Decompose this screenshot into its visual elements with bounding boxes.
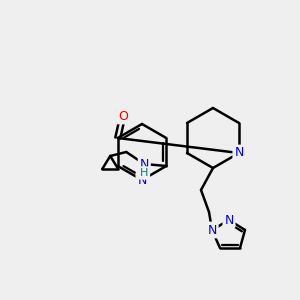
- Text: N: N: [234, 146, 244, 160]
- Text: H: H: [140, 168, 148, 178]
- Text: N: N: [140, 158, 149, 170]
- Text: N: N: [137, 173, 147, 187]
- Text: N: N: [207, 224, 217, 236]
- Text: O: O: [118, 110, 128, 122]
- Text: N: N: [224, 214, 234, 226]
